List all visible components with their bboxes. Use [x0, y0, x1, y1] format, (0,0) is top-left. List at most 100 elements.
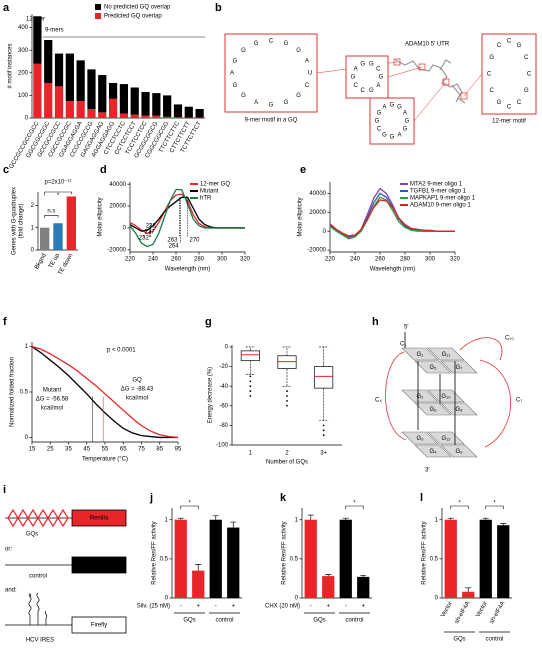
- group-label: control: [215, 618, 233, 624]
- legend-swatch: [95, 4, 101, 10]
- y-tick-label: -20000: [307, 248, 326, 254]
- nucleotide: C: [305, 83, 310, 89]
- panel-label: h: [372, 316, 379, 328]
- significance-label: *: [458, 501, 461, 507]
- x-tick-label: 2: [285, 451, 289, 457]
- legend-label: ADAM10 9-mer oligo 1: [410, 203, 471, 209]
- nucleotide: G: [296, 93, 301, 99]
- bar-segment: [173, 104, 183, 118]
- nucleotide: C: [490, 88, 495, 94]
- nucleotide: C: [527, 72, 532, 78]
- x-tick-label: +: [361, 604, 365, 610]
- y-tick-label: 20000: [109, 204, 126, 210]
- y-tick-label: 400: [18, 25, 29, 31]
- bar: [209, 519, 222, 598]
- guanine-label: G₁₁: [442, 352, 451, 358]
- treatment-label: Silv. (25 nM): [137, 604, 170, 610]
- y-tick-label: 40000: [109, 182, 126, 188]
- x-tick-label: 35: [65, 447, 72, 453]
- bar-segment: [130, 87, 139, 115]
- nucleotide: C: [524, 55, 529, 61]
- significance-bracket: [450, 505, 469, 509]
- bar-segment: [54, 86, 64, 118]
- annotation: n.s: [47, 209, 55, 215]
- bar-segment: [152, 115, 161, 118]
- caption: 12-mer motif: [492, 119, 526, 125]
- error-bar: [500, 523, 507, 526]
- nucleotide: G: [375, 119, 380, 125]
- x-tick-label: -: [345, 604, 347, 610]
- series-label: Mutant: [43, 388, 62, 394]
- bar-segment: [98, 112, 107, 118]
- bar-segment: [76, 60, 85, 102]
- quartet-tile: [401, 431, 439, 445]
- y-axis-label: Relative Ren/FF activity: [152, 521, 158, 584]
- annotation: p < 0.0001: [107, 348, 136, 354]
- or-label: or:: [5, 547, 12, 553]
- nucleotide: G: [296, 48, 301, 54]
- significance-bracket: [345, 505, 364, 509]
- quartet-tile: [414, 360, 452, 374]
- loop-label: C₇: [516, 398, 522, 404]
- guanine-label: G₉: [455, 449, 463, 455]
- loop-label: C₁: [400, 342, 406, 348]
- renilla-box: [71, 509, 127, 527]
- bracket: [44, 191, 72, 196]
- peak-label: 270: [190, 238, 201, 244]
- x-tick-label: 3+: [320, 451, 327, 457]
- bar-segment: [141, 92, 150, 116]
- legend-label: Mutant: [200, 189, 219, 195]
- nucleotide: G: [382, 132, 387, 138]
- x-tick-label: TE up: [48, 252, 62, 269]
- x-tick-label: 280: [400, 257, 411, 263]
- peak-label: 263: [167, 238, 178, 244]
- y-axis-label: Relative Ren/FF activity: [422, 521, 428, 584]
- bar-segment: [130, 114, 139, 118]
- bar: [192, 570, 205, 598]
- quartet-tile: [440, 402, 478, 416]
- bar-segment: [87, 69, 96, 109]
- y-tick-label: -60: [219, 403, 228, 409]
- error-bar: [212, 515, 219, 520]
- series-label: GQ: [132, 378, 142, 384]
- bracket: [44, 215, 59, 218]
- guanine-label: G₁₀: [441, 394, 451, 400]
- panel-label: a: [3, 2, 10, 14]
- zoom-box: [369, 97, 415, 145]
- error-bar: [482, 517, 489, 520]
- y-tick-label: -20: [219, 364, 228, 370]
- series-note: ΔG = -88.43: [121, 387, 154, 393]
- x-tick-label: 320: [450, 257, 461, 263]
- bar-segment: [163, 95, 172, 117]
- error-bar: [177, 517, 184, 520]
- series-note: ΔG = -56.58: [36, 397, 69, 403]
- bar: [322, 576, 335, 598]
- peak-label: 264: [169, 244, 180, 250]
- x-tick-label: 300: [217, 257, 228, 263]
- y-tick-label: 0: [123, 226, 127, 232]
- x-tick-label: 260: [375, 257, 386, 263]
- x-tick-label: 260: [171, 257, 182, 263]
- x-axis-label: Wavelength (nm): [370, 267, 415, 273]
- nucleotide: G: [403, 127, 408, 133]
- legend-label: No predicted GQ overlap: [104, 5, 171, 11]
- bar: [357, 576, 370, 598]
- nucleotide: G: [233, 58, 238, 64]
- y-tick-label: 0: [435, 596, 439, 602]
- y-axis-label: Molar ellipticity: [298, 197, 304, 236]
- legend-label: hTR: [200, 196, 212, 202]
- y-tick-label: 0: [31, 248, 35, 254]
- nucleotide: C: [269, 39, 274, 45]
- firefly-box-label: Firefly: [91, 623, 107, 629]
- outlier: [286, 390, 288, 392]
- x-tick-label: 85: [156, 447, 163, 453]
- nucleotide: C: [517, 100, 522, 106]
- group-label: GQs: [183, 618, 195, 624]
- y-tick-label: -40: [219, 384, 228, 390]
- nucleotide: G: [284, 41, 289, 47]
- bar-segment: [33, 63, 42, 118]
- panel-label: c: [3, 164, 9, 176]
- nucleotide: A: [354, 66, 358, 72]
- x-tick-label: 220: [325, 257, 336, 263]
- legend-label: MTA2 9-mer oligo 1: [410, 182, 463, 188]
